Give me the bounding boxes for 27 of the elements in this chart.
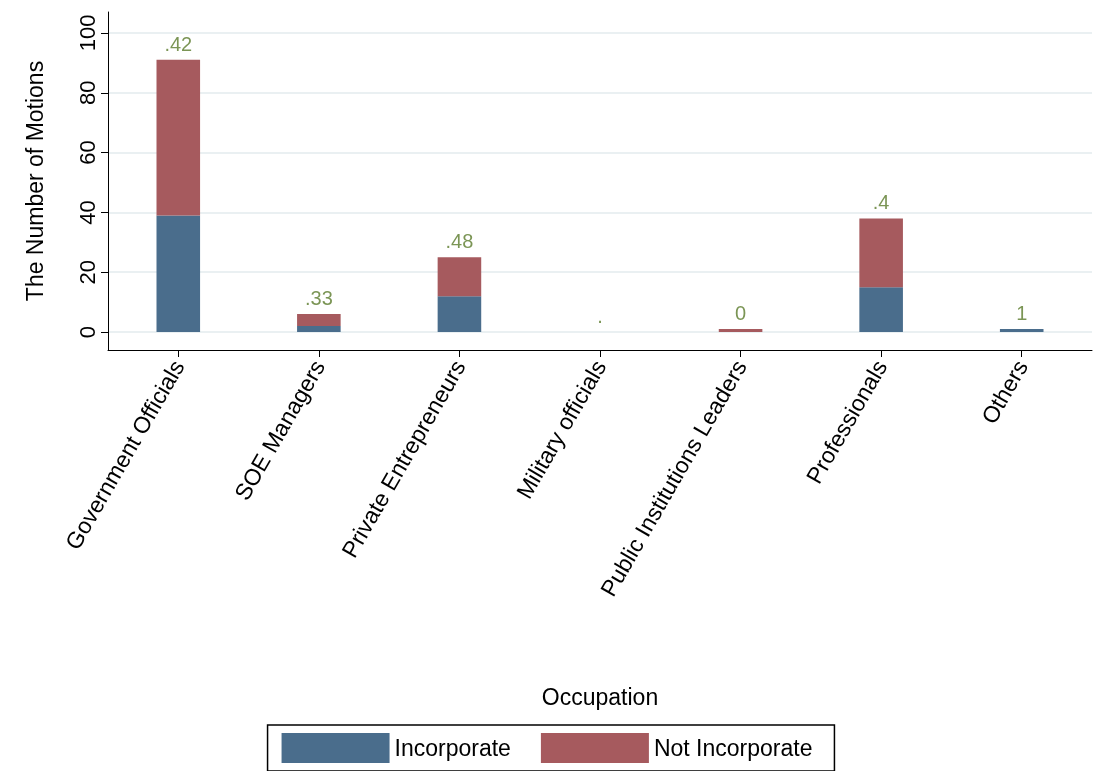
annotation: .48 <box>445 230 474 253</box>
bar <box>156 59 201 216</box>
y-axis-title: The Number of Motions <box>21 60 48 302</box>
annotation: .4 <box>872 191 890 214</box>
bar <box>999 329 1044 333</box>
annotation: 0 <box>735 302 747 325</box>
annotation: .42 <box>164 32 193 55</box>
y-tick-label: 80 <box>74 80 100 105</box>
y-tick-label: 100 <box>74 14 100 52</box>
annotation: 1 <box>1016 302 1028 325</box>
y-tick-label: 20 <box>74 259 100 285</box>
y-tick-label: 0 <box>74 325 100 339</box>
bar <box>297 326 341 333</box>
bar <box>297 314 341 327</box>
annotation: .33 <box>304 287 333 310</box>
annotation: . <box>597 305 603 328</box>
bar <box>718 329 763 333</box>
bar <box>859 287 903 333</box>
bar <box>437 296 482 333</box>
y-tick-label: 60 <box>74 140 100 165</box>
legend-label: Incorporate <box>394 735 511 761</box>
bar <box>437 257 482 297</box>
bar <box>156 215 201 333</box>
y-tick-label: 40 <box>74 200 100 225</box>
legend-label: Not Incorporate <box>653 735 813 761</box>
bar <box>859 218 903 288</box>
x-axis-title: Occupation <box>541 683 659 710</box>
